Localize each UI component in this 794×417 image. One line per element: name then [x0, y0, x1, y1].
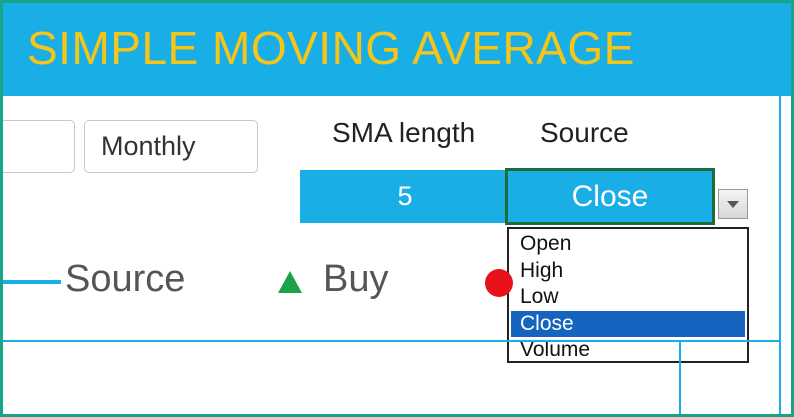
buy-triangle-icon: [278, 271, 302, 293]
monthly-button[interactable]: Monthly: [84, 120, 258, 173]
option-close-selected[interactable]: Close: [511, 310, 745, 337]
source-label: Source: [540, 117, 629, 148]
page-title: SIMPLE MOVING AVERAGE: [27, 22, 635, 74]
content-border: [3, 96, 781, 414]
chart-area-border: [3, 340, 779, 342]
sma-length-label: SMA length: [332, 117, 476, 148]
option-low[interactable]: Low: [520, 285, 559, 308]
header-banner: SIMPLE MOVING AVERAGE: [3, 3, 791, 96]
option-open[interactable]: Open: [520, 232, 572, 255]
chart-gridline: [679, 342, 681, 414]
legend-source-line-icon: [3, 280, 61, 284]
sell-dot-icon: [485, 269, 513, 297]
dropdown-arrow-button[interactable]: [718, 189, 748, 219]
legend-source-label: Source: [65, 258, 186, 300]
option-high[interactable]: High: [520, 258, 564, 282]
period-button-partial[interactable]: [3, 120, 75, 173]
sma-length-input[interactable]: 5: [300, 170, 510, 223]
chevron-down-icon: [727, 200, 739, 208]
source-dropdown-list[interactable]: Open High Low Close Volume: [507, 227, 749, 363]
option-volume[interactable]: Volume: [520, 338, 591, 361]
source-select[interactable]: Close: [505, 168, 715, 225]
legend-buy-label: Buy: [323, 258, 389, 300]
